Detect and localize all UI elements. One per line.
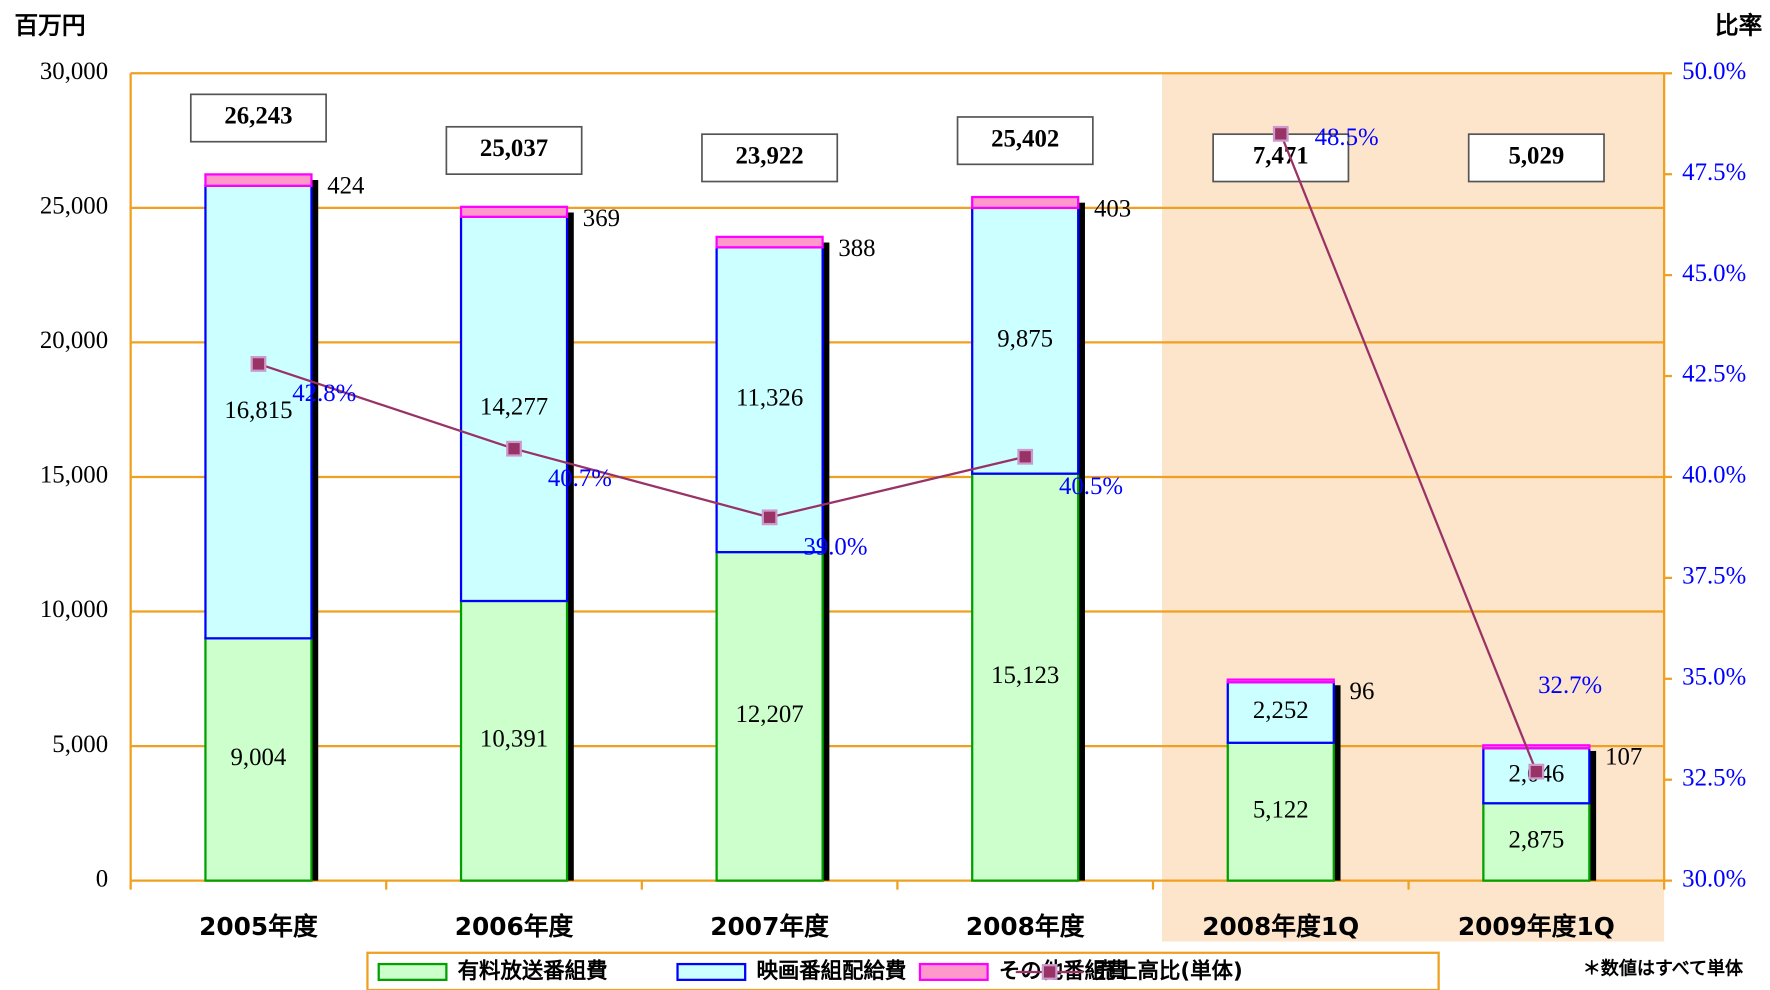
legend-label: 売上高比(単体) (1095, 958, 1243, 984)
value-label: 12,207 (736, 701, 804, 728)
line-value-label: 42.8% (292, 380, 356, 407)
line-marker (1528, 763, 1545, 780)
total-box (189, 93, 327, 143)
total-label: 5,029 (1508, 143, 1564, 170)
y-tick-label: 0 (96, 865, 108, 892)
value-label: 14,277 (480, 394, 548, 421)
line-value-label: 48.5% (1315, 124, 1379, 151)
line-marker (506, 440, 522, 457)
total-label: 25,037 (480, 135, 548, 162)
y2-tick-label: 30.0% (1682, 865, 1746, 892)
bar-segment (971, 195, 1080, 210)
x-tick-label: 2008年度1Q (1202, 912, 1359, 941)
value-label: 403 (1094, 195, 1131, 222)
total-label: 7,471 (1253, 143, 1309, 170)
bar-segment (715, 246, 824, 554)
legend-swatch (918, 962, 989, 981)
legend-label: 映画番組配給費 (756, 958, 906, 984)
y-tick-label: 5,000 (52, 731, 108, 758)
note: ＊数値はすべて単体 (1583, 958, 1744, 980)
value-label: 388 (838, 235, 875, 262)
line-value-label: 32.7% (1538, 672, 1602, 699)
line-value-label: 39.0% (803, 534, 867, 561)
legend-box (366, 951, 1440, 990)
x-tick-label: 2007年度 (710, 912, 829, 941)
y-tick-label: 25,000 (40, 193, 108, 220)
total-box (701, 133, 839, 183)
bar-segment (459, 205, 569, 218)
bar-segment (971, 472, 1080, 882)
bar-shadow (1589, 750, 1597, 881)
bar-shadow (822, 242, 830, 881)
line-series (258, 362, 1026, 519)
bar-segment (459, 215, 569, 603)
x-tick-label: 2006年度 (455, 912, 574, 941)
value-label: 96 (1350, 678, 1375, 705)
total-box (956, 116, 1094, 166)
total-box (445, 125, 583, 175)
value-label: 11,326 (736, 384, 803, 411)
value-label: 424 (327, 173, 365, 200)
y2-tick-label: 50.0% (1682, 58, 1746, 85)
line-value-label: 40.7% (548, 465, 612, 492)
value-label: 107 (1605, 744, 1642, 771)
line-marker (1272, 125, 1289, 142)
y-tick-label: 30,000 (40, 58, 108, 85)
line-value-label: 40.5% (1059, 473, 1123, 500)
bar-segment (459, 599, 569, 882)
value-label: 9,875 (997, 325, 1053, 352)
x-tick-label: 2009年度1Q (1458, 912, 1615, 941)
y-axis-label: 百万円 (15, 12, 86, 40)
line-marker (250, 356, 267, 372)
bar-segment (204, 173, 313, 187)
y2-tick-label: 35.0% (1682, 663, 1746, 690)
y2-tick-label: 42.5% (1682, 361, 1746, 388)
bar-segment (715, 550, 824, 882)
total-label: 25,402 (991, 125, 1059, 152)
legend-swatch (1041, 964, 1058, 980)
total-box (1212, 133, 1350, 183)
value-label: 16,815 (224, 397, 292, 424)
y2-tick-label: 47.5% (1682, 159, 1746, 186)
value-label: 2,875 (1508, 827, 1564, 854)
y-tick-label: 10,000 (40, 596, 108, 623)
bar-shadow (567, 212, 574, 881)
line-marker (1017, 448, 1034, 465)
y2-tick-label: 40.0% (1682, 462, 1746, 489)
y2-tick-label: 45.0% (1682, 260, 1746, 287)
y2-tick-label: 32.5% (1682, 764, 1746, 791)
legend-label: 有料放送番組費 (458, 958, 608, 984)
x-tick-label: 2005年度 (199, 912, 318, 941)
value-label: 5,122 (1253, 796, 1309, 823)
y-tick-label: 20,000 (40, 327, 108, 354)
value-label: 2,252 (1253, 697, 1309, 724)
bar-shadow (311, 180, 319, 881)
bar-shadow (1078, 202, 1085, 881)
value-label: 15,123 (991, 662, 1059, 689)
legend-swatch (676, 962, 747, 981)
x-tick-label: 2008年度 (966, 912, 1085, 941)
value-label: 369 (583, 205, 620, 232)
bar-segment (1226, 678, 1335, 684)
bar-segment (1482, 744, 1591, 750)
value-label: 9,004 (231, 744, 287, 771)
bar-shadow (1333, 685, 1341, 881)
y2-axis-label: 比率 (1715, 12, 1762, 40)
bar-segment (1482, 802, 1591, 882)
line-series (1279, 133, 1538, 773)
total-label: 26,243 (224, 103, 292, 130)
y2-tick-label: 37.5% (1682, 563, 1746, 590)
total-label: 23,922 (736, 143, 804, 170)
line-marker (761, 509, 778, 526)
total-box (1467, 133, 1605, 183)
legend-swatch (377, 962, 448, 981)
bar-segment (715, 235, 824, 249)
bar-segment (971, 206, 1080, 475)
bar-segment (1226, 741, 1335, 882)
y-tick-label: 15,000 (40, 462, 108, 489)
value-label: 10,391 (480, 725, 548, 752)
bar-segment (204, 637, 313, 882)
